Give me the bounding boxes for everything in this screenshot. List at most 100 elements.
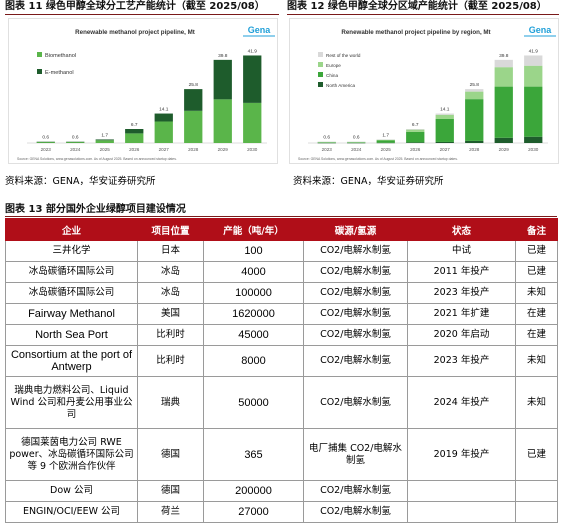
- cell-status: 2023 年投产: [407, 282, 516, 304]
- figure12-title-rule: [287, 14, 559, 15]
- cell-company: North Sea Port: [5, 324, 138, 346]
- chart-source-note: Source: GENA Solutions, www.genasolution…: [17, 157, 177, 161]
- legend-swatch: [318, 82, 323, 87]
- figure12-chart: Renewable methanol project pipeline by r…: [289, 18, 559, 164]
- bar-segment-china: [524, 86, 543, 137]
- cell-location: 比利时: [137, 324, 204, 346]
- bar-segment-biomethanol: [125, 133, 144, 143]
- cell-capacity: 1620000: [203, 303, 304, 325]
- cell-location: 冰岛: [137, 261, 204, 283]
- bar-segment-north-america: [494, 137, 513, 143]
- header-location: 项目位置: [137, 218, 204, 241]
- bar-segment-rest-of-the-world: [465, 89, 484, 92]
- x-tick-label: 2029: [499, 147, 510, 152]
- figure11-title: 图表 11 绿色甲醇全球分工艺产能统计（截至 2025/08）: [5, 1, 265, 12]
- table-header-row: 企业 项目位置 产能（吨/年） 碳源/氢源 状态 备注: [5, 218, 558, 241]
- cell-capacity: 100: [203, 240, 304, 262]
- gena-logo: Gena: [529, 25, 553, 35]
- bar-total-label: 39.8: [499, 53, 509, 59]
- cell-capacity: 27000: [203, 501, 304, 523]
- bar-total-label: 39.8: [218, 53, 228, 59]
- projects-table: 企业 项目位置 产能（吨/年） 碳源/氢源 状态 备注 三井化学 日本 100 …: [5, 218, 558, 523]
- cell-capacity: 50000: [203, 376, 304, 429]
- table-row: 德国莱茵电力公司 RWE power、冰岛碳循环国际公司等 9 个欧洲合作伙伴 …: [5, 428, 558, 481]
- bar-segment-china: [406, 131, 425, 143]
- cell-status: [407, 501, 516, 523]
- bar-segment-biomethanol: [213, 99, 232, 143]
- x-tick-label: 2029: [218, 147, 229, 152]
- x-tick-label: 2024: [351, 147, 362, 152]
- bar-segment-europe: [524, 65, 543, 87]
- figure12-source: 资料来源：GENA，华安证券研究所: [293, 176, 444, 187]
- bar-segment-rest-of-the-world: [524, 55, 543, 66]
- x-tick-label: 2027: [440, 147, 451, 152]
- table-row: 冰岛碳循环国际公司 冰岛 100000 CO2/电解水制氢 2023 年投产 未…: [5, 282, 558, 304]
- cell-remark: 未知: [515, 282, 558, 304]
- bar-total-label: 0.6: [42, 135, 49, 141]
- header-status: 状态: [407, 218, 516, 241]
- header-capacity: 产能（吨/年）: [203, 218, 304, 241]
- bar-segment-e-methanol: [125, 129, 144, 134]
- table13-title-rule: [5, 216, 557, 217]
- cell-status: 2023 年投产: [407, 345, 516, 377]
- bar-total-label: 14.1: [159, 107, 169, 113]
- cell-location: 瑞典: [137, 376, 204, 429]
- figure11-chart: Renewable methanol project pipeline, Mt G…: [8, 18, 278, 164]
- cell-company: Fairway Methanol: [5, 303, 138, 325]
- cell-capacity: 8000: [203, 345, 304, 377]
- legend-swatch: [37, 69, 42, 74]
- bar-segment-europe: [494, 67, 513, 87]
- cell-remark: 在建: [515, 303, 558, 325]
- table-row: Consortium at the port of Antwerp 比利时 80…: [5, 345, 558, 377]
- cell-remark: 未知: [515, 345, 558, 377]
- x-tick-label: 2023: [41, 147, 52, 152]
- cell-source: CO2/电解水制氢: [303, 501, 408, 523]
- cell-company: 德国莱茵电力公司 RWE power、冰岛碳循环国际公司等 9 个欧洲合作伙伴: [5, 428, 138, 481]
- bar-total-label: 6.7: [131, 122, 138, 128]
- cell-capacity: 4000: [203, 261, 304, 283]
- cell-capacity: 45000: [203, 324, 304, 346]
- bar-total-label: 1.7: [382, 132, 389, 138]
- cell-source: CO2/电解水制氢: [303, 324, 408, 346]
- cell-remark: [515, 480, 558, 502]
- bar-segment-biomethanol: [184, 110, 203, 143]
- bar-total-label: 0.6: [353, 135, 360, 141]
- bar-segment-china: [376, 140, 395, 143]
- cell-remark: 已建: [515, 428, 558, 481]
- x-tick-label: 2026: [410, 147, 421, 152]
- cell-company: Consortium at the port of Antwerp: [5, 345, 138, 377]
- cell-company: 三井化学: [5, 240, 138, 262]
- cell-company: ENGIN/OCI/EEW 公司: [5, 501, 138, 523]
- bar-segment-rest-of-the-world: [435, 113, 454, 115]
- bar-segment-north-america: [524, 136, 543, 143]
- cell-company: Dow 公司: [5, 480, 138, 502]
- cell-location: 德国: [137, 480, 204, 502]
- chart-source-note: Source: GENA Solutions, www.genasolution…: [298, 157, 458, 161]
- legend-swatch: [318, 52, 323, 57]
- bar-total-label: 25.8: [470, 82, 480, 88]
- bar-total-label: 6.7: [412, 122, 419, 128]
- table-row: Dow 公司 德国 200000 CO2/电解水制氢: [5, 480, 558, 502]
- cell-location: 美国: [137, 303, 204, 325]
- cell-source: CO2/电解水制氢: [303, 345, 408, 377]
- bar-total-label: 0.6: [323, 135, 330, 141]
- cell-location: 日本: [137, 240, 204, 262]
- table-row: North Sea Port 比利时 45000 CO2/电解水制氢 2020 …: [5, 324, 558, 346]
- bar-segment-rest-of-the-world: [406, 129, 425, 130]
- cell-capacity: 365: [203, 428, 304, 481]
- bar-segment-e-methanol: [213, 59, 232, 100]
- x-tick-label: 2024: [70, 147, 81, 152]
- bar-segment-biomethanol: [36, 141, 55, 143]
- bar-segment-north-america: [465, 140, 484, 143]
- cell-remark: 在建: [515, 324, 558, 346]
- cell-capacity: 100000: [203, 282, 304, 304]
- cell-source: CO2/电解水制氢: [303, 303, 408, 325]
- cell-source: CO2/电解水制氢: [303, 282, 408, 304]
- cell-status: [407, 480, 516, 502]
- cell-location: 荷兰: [137, 501, 204, 523]
- bar-segment-rest-of-the-world: [494, 59, 513, 68]
- cell-company: 冰岛碳循环国际公司: [5, 282, 138, 304]
- table-row: 三井化学 日本 100 CO2/电解水制氢 中试 已建: [5, 240, 558, 262]
- cell-capacity: 200000: [203, 480, 304, 502]
- bar-segment-europe: [406, 129, 425, 132]
